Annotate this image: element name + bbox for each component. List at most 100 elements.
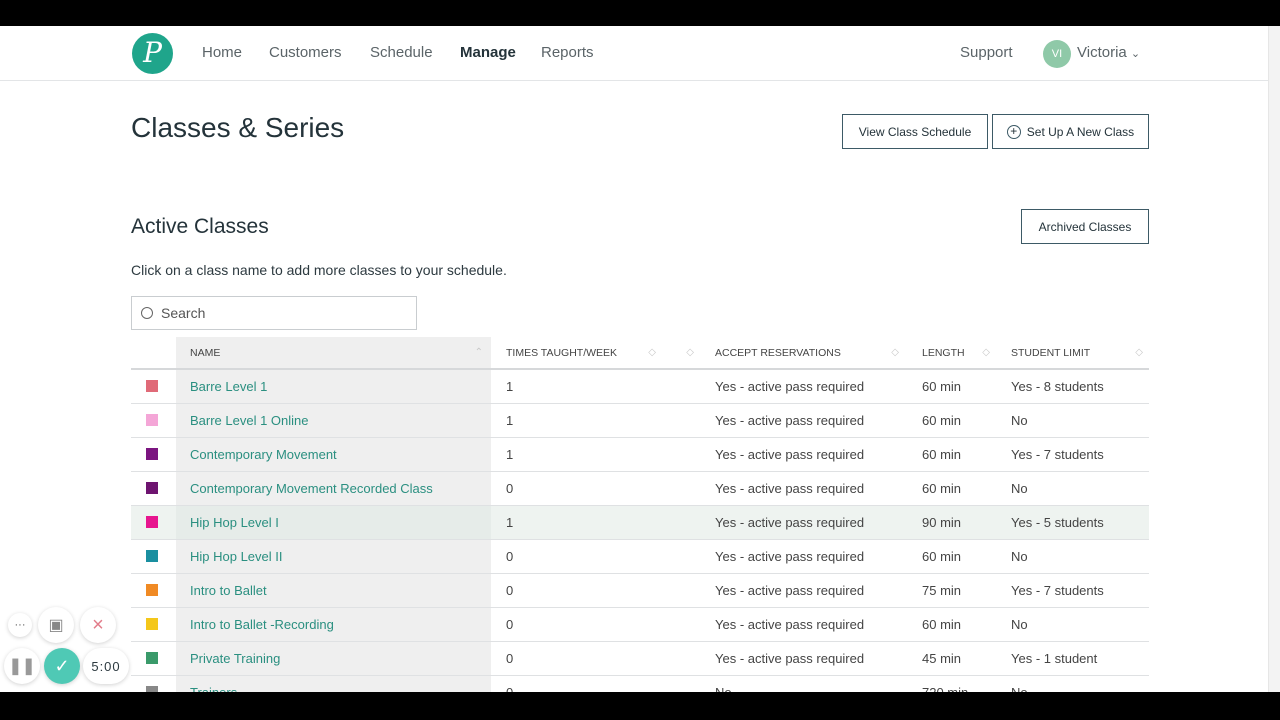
nav-customers[interactable]: Customers [269, 44, 342, 61]
color-swatch [146, 652, 158, 664]
hint-text: Click on a class name to add more classe… [131, 262, 507, 278]
times-cell: 1 [491, 403, 700, 438]
table-row: Contemporary Movement Recorded Class 0 Y… [131, 471, 1149, 506]
class-name-link[interactable]: Intro to Ballet [176, 573, 491, 608]
close-icon[interactable]: × [80, 607, 116, 643]
times-cell: 0 [491, 573, 700, 608]
limit-cell: Yes - 7 students [1000, 573, 1149, 608]
length-cell: 60 min [905, 403, 1000, 438]
class-name-link[interactable]: Hip Hop Level II [176, 539, 491, 574]
table-row: Intro to Ballet 0 Yes - active pass requ… [131, 573, 1149, 608]
new-class-label: Set Up A New Class [1026, 124, 1135, 139]
more-button[interactable]: ··· [8, 613, 32, 637]
header-limit[interactable]: STUDENT LIMIT ◇ [1000, 337, 1149, 370]
color-swatch [146, 414, 158, 426]
times-cell: 0 [491, 607, 700, 642]
limit-cell: No [1000, 471, 1149, 506]
user-menu[interactable]: Victoria ⌄ [1077, 44, 1140, 61]
table-row: Private Training 0 Yes - active pass req… [131, 641, 1149, 676]
color-swatch [146, 686, 158, 692]
accept-cell: Yes - active pass required [700, 437, 905, 472]
class-name-link[interactable]: Barre Level 1 [176, 369, 491, 404]
search-placeholder: Search [161, 305, 206, 321]
limit-cell: Yes - 7 students [1000, 437, 1149, 472]
length-cell: 60 min [905, 369, 1000, 404]
times-cell: 1 [491, 437, 700, 472]
class-name-link[interactable]: Contemporary Movement [176, 437, 491, 472]
color-swatch [146, 380, 158, 393]
color-swatch [146, 618, 158, 630]
length-cell: 60 min [905, 607, 1000, 642]
class-name-link[interactable]: Trainers [176, 675, 491, 692]
check-icon[interactable]: ✓ [44, 648, 80, 684]
color-swatch [146, 584, 158, 596]
header-times[interactable]: TIMES TAUGHT/WEEK ◇ ◇ [491, 337, 700, 370]
nav-manage[interactable]: Manage [460, 44, 516, 61]
color-swatch [146, 448, 158, 460]
accept-cell: Yes - active pass required [700, 505, 905, 540]
sort-icon[interactable]: ◇ [891, 347, 899, 358]
plus-circle-icon: + [1006, 124, 1021, 139]
accept-cell: Yes - active pass required [700, 573, 905, 608]
header-name[interactable]: NAME ⌃ [176, 337, 491, 370]
accept-cell: Yes - active pass required [700, 607, 905, 642]
sort-icon[interactable]: ◇ [686, 347, 694, 358]
color-swatch [146, 482, 158, 494]
length-cell: 45 min [905, 641, 1000, 676]
sort-icon[interactable]: ◇ [1135, 347, 1143, 358]
pause-icon[interactable]: ❚❚ [4, 648, 40, 684]
class-name-link[interactable]: Intro to Ballet -Recording [176, 607, 491, 642]
times-cell: 1 [491, 369, 700, 404]
nav-reports[interactable]: Reports [541, 44, 594, 61]
accept-cell: Yes - active pass required [700, 403, 905, 438]
color-swatch [146, 516, 158, 528]
class-name-link[interactable]: Barre Level 1 Online [176, 403, 491, 438]
new-class-button[interactable]: + Set Up A New Class [992, 114, 1149, 149]
accept-cell: Yes - active pass required [700, 641, 905, 676]
accept-cell: Yes - active pass required [700, 471, 905, 506]
nav-home[interactable]: Home [202, 44, 243, 61]
header-length[interactable]: LENGTH ◇ [905, 337, 1000, 370]
times-cell: 0 [491, 675, 700, 692]
view-class-schedule-button[interactable]: View Class Schedule [842, 114, 988, 149]
table-row: Barre Level 1 1 Yes - active pass requir… [131, 369, 1149, 404]
nav-support[interactable]: Support [960, 44, 1013, 61]
limit-cell: Yes - 1 student [1000, 641, 1149, 676]
limit-cell: No [1000, 607, 1149, 642]
length-cell: 60 min [905, 539, 1000, 574]
sort-icon[interactable]: ◇ [982, 347, 990, 358]
sort-icon[interactable]: ◇ [648, 347, 656, 358]
user-name: Victoria [1077, 44, 1127, 61]
length-cell: 60 min [905, 471, 1000, 506]
limit-cell: Yes - 5 students [1000, 505, 1149, 540]
table-row: Hip Hop Level I 1 Yes - active pass requ… [131, 505, 1149, 540]
table-row: Barre Level 1 Online 1 Yes - active pass… [131, 403, 1149, 438]
limit-cell: No [1000, 403, 1149, 438]
times-cell: 0 [491, 471, 700, 506]
limit-cell: No [1000, 675, 1149, 692]
accept-cell: Yes - active pass required [700, 539, 905, 574]
timer: 5:00 [83, 648, 129, 684]
avatar[interactable]: VI [1043, 40, 1071, 68]
logo[interactable]: P [132, 33, 173, 74]
class-name-link[interactable]: Hip Hop Level I [176, 505, 491, 540]
times-cell: 0 [491, 641, 700, 676]
header-accept[interactable]: ACCEPT RESERVATIONS ◇ [700, 337, 905, 370]
table-row: Intro to Ballet -Recording 0 Yes - activ… [131, 607, 1149, 642]
section-title: Active Classes [131, 215, 269, 238]
class-name-link[interactable]: Contemporary Movement Recorded Class [176, 471, 491, 506]
sort-asc-icon[interactable]: ⌃ [474, 347, 483, 358]
search-input[interactable]: Search [131, 296, 417, 330]
class-name-link[interactable]: Private Training [176, 641, 491, 676]
color-swatch [146, 550, 158, 562]
limit-cell: Yes - 8 students [1000, 369, 1149, 404]
times-cell: 1 [491, 505, 700, 540]
archived-classes-button[interactable]: Archived Classes [1021, 209, 1149, 244]
table-row: Contemporary Movement 1 Yes - active pas… [131, 437, 1149, 472]
scrollbar[interactable] [1268, 26, 1280, 692]
accept-cell: Yes - active pass required [700, 369, 905, 404]
chevron-down-icon: ⌄ [1130, 48, 1141, 60]
accept-cell: No [700, 675, 905, 692]
nav-schedule[interactable]: Schedule [370, 44, 433, 61]
video-add-icon[interactable]: ▣ [38, 607, 74, 643]
